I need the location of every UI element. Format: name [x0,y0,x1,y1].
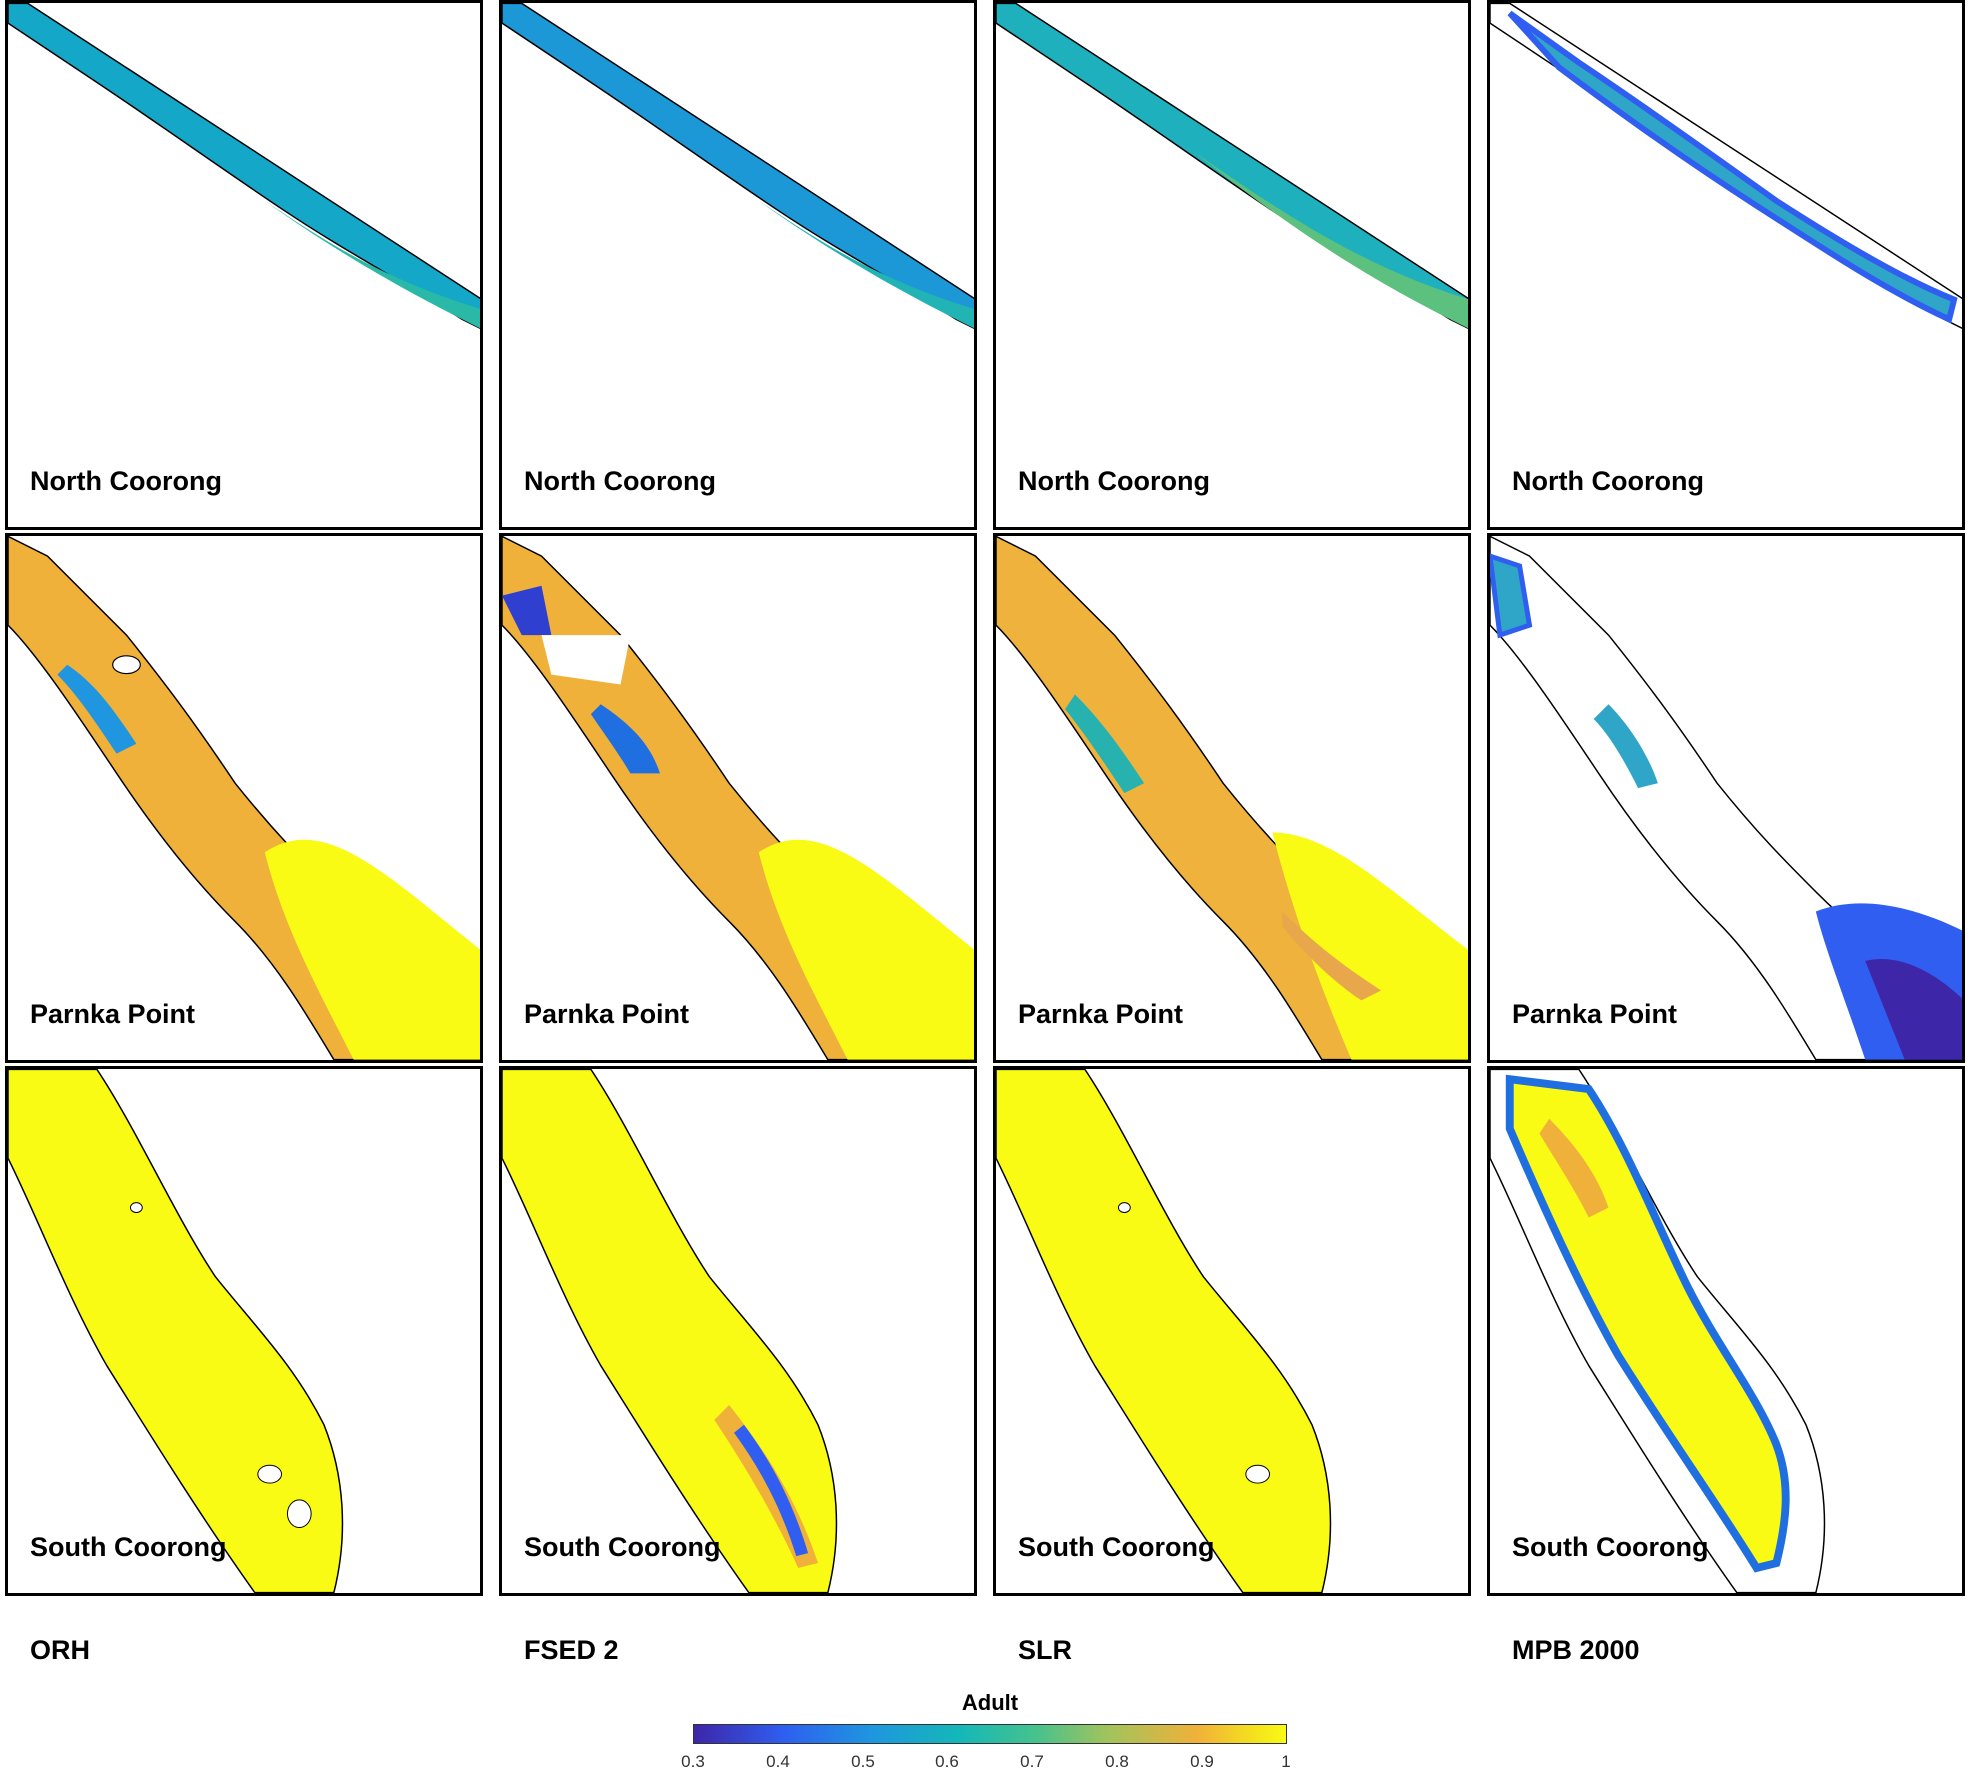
colorbar-tick: 0.6 [935,1752,959,1771]
colorbar-title: Adult [961,1690,1019,1715]
map-south-mpb2000 [1490,1069,1826,1593]
region-label: Parnka Point [1512,999,1678,1029]
region-label: South Coorong [1018,1532,1215,1562]
panel-parnka-fsed2: Parnka Point [499,533,977,1063]
map-north-orh [8,3,480,330]
panel-south-orh: South Coorong [5,1066,483,1596]
region-label: Parnka Point [524,999,690,1029]
colorbar-tick: 0.8 [1105,1752,1129,1771]
region-label: North Coorong [1512,466,1704,496]
scenario-label-fsed2: FSED 2 [524,1635,619,1665]
colorbar-tick: 0.9 [1190,1752,1214,1771]
map-north-slr [996,3,1468,330]
panel-south-slr: South Coorong [993,1066,1471,1596]
panel-north-fsed2: North Coorong [499,0,977,530]
region-label: North Coorong [524,466,716,496]
map-parnka-slr [996,536,1468,1060]
colorbar-tick: 0.4 [766,1752,790,1771]
panel-north-slr: North Coorong [993,0,1471,530]
panel-south-fsed2: South Coorong [499,1066,977,1596]
panel-parnka-mpb2000: Parnka Point [1487,533,1965,1063]
scenario-label-slr: SLR [1018,1635,1072,1665]
panel-parnka-slr: Parnka Point [993,533,1471,1063]
region-label: South Coorong [524,1532,721,1562]
scenario-label-mpb2000: MPB 2000 [1512,1635,1640,1665]
colorbar [693,1724,1287,1744]
panel-parnka-orh: Parnka Point [5,533,483,1063]
map-south-orh [8,1069,344,1593]
map-south-slr [996,1069,1332,1593]
map-parnka-orh [8,536,480,1060]
map-north-mpb2000 [1490,3,1962,330]
panel-north-mpb2000: North Coorong [1487,0,1965,530]
region-label: Parnka Point [30,999,196,1029]
colorbar-tick: 0.7 [1020,1752,1044,1771]
region-label: North Coorong [1018,466,1210,496]
region-label: Parnka Point [1018,999,1184,1029]
region-label: North Coorong [30,466,222,496]
map-parnka-fsed2 [502,536,974,1060]
region-label: South Coorong [30,1532,227,1562]
region-label: South Coorong [1512,1532,1709,1562]
panel-north-orh: North Coorong [5,0,483,530]
colorbar-tick: 0.5 [851,1752,875,1771]
colorbar-tick: 1 [1281,1752,1291,1771]
map-north-fsed2 [502,3,974,330]
map-parnka-mpb2000 [1490,536,1962,1060]
panel-south-mpb2000: South Coorong [1487,1066,1965,1596]
map-south-fsed2 [502,1069,838,1593]
colorbar-tick: 0.3 [681,1752,705,1771]
scenario-label-orh: ORH [30,1635,90,1665]
